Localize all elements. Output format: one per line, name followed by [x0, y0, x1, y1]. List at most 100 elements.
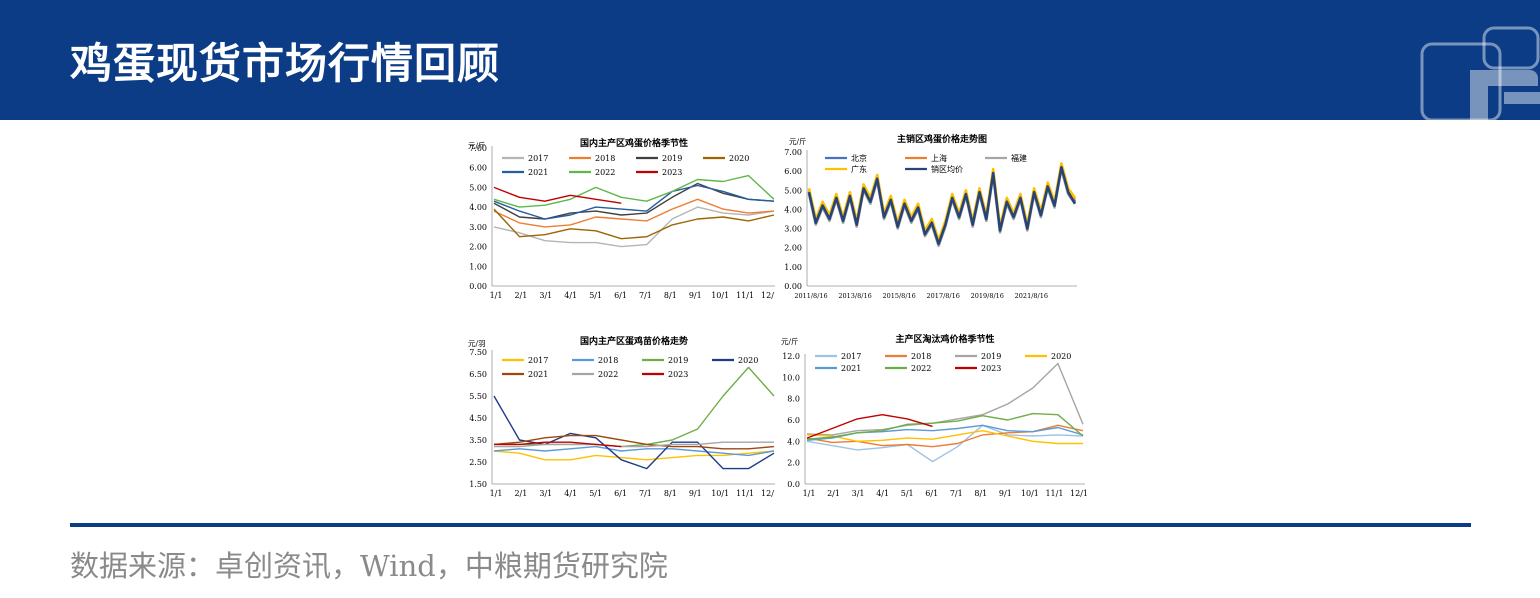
- legend-label: 2022: [598, 370, 618, 379]
- legend-label: 2023: [668, 370, 688, 379]
- legend-label: 2023: [662, 168, 682, 177]
- legend-label: 2023: [981, 364, 1001, 373]
- x-tick-label: 1/1: [490, 291, 503, 300]
- x-tick-label: 1/1: [490, 489, 503, 498]
- series-line-4: [493, 395, 775, 470]
- legend-label: 2019: [668, 356, 688, 365]
- y-axis-unit: 元/斤: [781, 336, 799, 346]
- legend-label: 2021: [528, 168, 548, 177]
- series-line-6: [806, 412, 1084, 440]
- x-tick-label: 8/1: [664, 291, 677, 300]
- y-tick-label: 0.00: [469, 282, 487, 291]
- chart-title: 主销区鸡蛋价格走势图: [897, 133, 987, 145]
- series-line-3: [806, 362, 1084, 436]
- series-line-3: [493, 182, 775, 220]
- x-tick-label: 2/1: [827, 489, 840, 498]
- x-tick-label: 10/1: [711, 489, 729, 498]
- y-tick-label: 4.0: [787, 437, 800, 446]
- legend-label: 2017: [528, 154, 548, 163]
- x-tick-label: 3/1: [539, 291, 552, 300]
- x-tick-label: 3/1: [852, 489, 865, 498]
- legend-label: 2022: [595, 168, 615, 177]
- chart-sales-area-egg-price-trend: 主销区鸡蛋价格走势图 元/斤 7.00 6.00 5.00 4.00 3.00 2.00 1.0…: [775, 128, 1095, 306]
- x-tick-label: 2011/8/16: [794, 292, 827, 300]
- x-tick-label: 12/1: [761, 291, 779, 300]
- y-tick-label: 6.0: [787, 416, 800, 425]
- chart-title: 主产区淘汰鸡价格季节性: [895, 333, 994, 345]
- series-line-1: [493, 450, 775, 461]
- x-tick-label: 4/1: [564, 291, 577, 300]
- series-line-4: [493, 208, 775, 240]
- y-tick-label: 5.00: [469, 183, 487, 192]
- y-tick-label: 12.0: [782, 352, 800, 361]
- x-tick-label: 12/1: [1070, 489, 1088, 498]
- x-tick-label: 9/1: [999, 489, 1012, 498]
- x-tick-label: 6/1: [614, 291, 627, 300]
- y-tick-label: 6.50: [469, 370, 487, 379]
- x-tick-label: 7/1: [639, 489, 652, 498]
- y-tick-label: 3.00: [784, 225, 802, 234]
- y-tick-label: 6.00: [784, 167, 802, 176]
- x-tick-label: 10/1: [711, 291, 729, 300]
- legend-label: 2018: [595, 154, 615, 163]
- y-tick-label: 8.0: [787, 395, 800, 404]
- y-tick-label: 3.50: [469, 436, 487, 445]
- x-tick-label: 11/1: [736, 291, 754, 300]
- legend-label: 福建: [1011, 153, 1027, 163]
- legend-label: 2017: [841, 352, 861, 361]
- series-line-2: [493, 198, 775, 228]
- x-tick-label: 1/1: [803, 489, 816, 498]
- legend-label: 2020: [729, 154, 749, 163]
- series-line-7: [494, 441, 622, 448]
- data-source-note: 数据来源：卓创资讯，Wind，中粮期货研究院: [70, 549, 668, 583]
- x-tick-label: 2013/8/16: [838, 292, 871, 300]
- y-tick-label: 2.00: [469, 243, 487, 252]
- x-tick-label: 6/1: [614, 489, 627, 498]
- y-tick-label: 6.00: [469, 164, 487, 173]
- x-tick-label: 5/1: [901, 489, 914, 498]
- series-line-2: [493, 445, 775, 457]
- y-tick-label: 1.00: [469, 262, 487, 271]
- x-tick-label: 11/1: [736, 489, 754, 498]
- legend-label: 2018: [911, 352, 931, 361]
- legend-label: 2019: [981, 352, 1001, 361]
- legend-label: 2021: [841, 364, 861, 373]
- x-tick-label: 4/1: [564, 489, 577, 498]
- legend-label: 北京: [851, 153, 867, 163]
- series-line-7: [806, 414, 933, 439]
- series-line-1: [493, 206, 775, 248]
- x-tick-label: 9/1: [689, 291, 702, 300]
- y-tick-label: 1.50: [469, 480, 487, 489]
- x-tick-label: 6/1: [925, 489, 938, 498]
- y-axis-unit: 元/斤: [468, 140, 486, 150]
- company-logo-icon: [1420, 26, 1540, 122]
- series-line-7: [493, 186, 622, 204]
- x-tick-label: 7/1: [950, 489, 963, 498]
- y-axis-unit: 元/斤: [789, 136, 807, 146]
- series-line-6: [494, 441, 774, 448]
- chart-egg-price-seasonality: 国内主产区鸡蛋价格季节性 元/斤 7.00 6.00 5.00 4.00 3.00 2.00 1…: [458, 128, 788, 306]
- y-tick-label: 4.00: [784, 205, 802, 214]
- y-tick-label: 7.50: [469, 348, 487, 357]
- x-tick-label: 4/1: [876, 489, 889, 498]
- legend-label: 广东: [851, 164, 867, 174]
- x-tick-label: 8/1: [974, 489, 987, 498]
- chart-title: 国内主产区蛋鸡苗价格走势: [580, 335, 688, 347]
- series-line-6: [493, 174, 775, 208]
- chart-title: 国内主产区鸡蛋价格季节性: [580, 137, 688, 149]
- x-tick-label: 2017/8/16: [927, 292, 960, 300]
- series-line-5: [493, 434, 775, 450]
- series-line-1: [806, 424, 1084, 463]
- y-tick-label: 3.00: [469, 223, 487, 232]
- legend-label: 上海: [931, 153, 947, 163]
- x-tick-label: 3/1: [539, 489, 552, 498]
- chart-chick-price-trend: 国内主产区蛋鸡苗价格走势 元/羽 7.50 6.50 5.50 4.50 3.50 2.50 1…: [458, 330, 788, 508]
- y-tick-label: 7.00: [469, 144, 487, 153]
- header-bar: 鸡蛋现货市场行情回顾: [0, 0, 1540, 122]
- y-tick-label: 4.00: [469, 203, 487, 212]
- y-tick-label: 0.00: [784, 282, 802, 291]
- y-axis-unit: 元/羽: [468, 339, 486, 348]
- series-line-5: [493, 184, 775, 220]
- y-tick-label: 1.00: [784, 263, 802, 272]
- legend-label: 2019: [662, 154, 682, 163]
